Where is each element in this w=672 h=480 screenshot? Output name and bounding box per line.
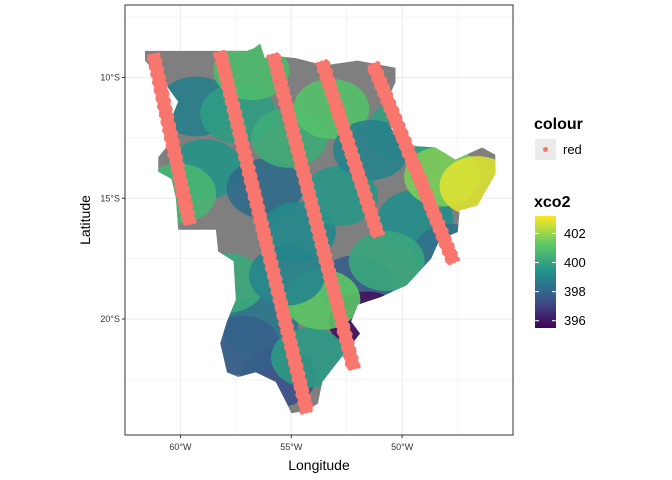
colorbar-tick-label: 396	[564, 313, 586, 328]
x-tick-label: 55°W	[280, 442, 303, 452]
sounding-point	[307, 407, 313, 413]
orbit-tracks	[146, 49, 461, 415]
orbit-track	[315, 59, 385, 239]
x-axis-ticks: 60°W 55°W 50°W	[169, 435, 414, 452]
xco2-patch	[348, 231, 425, 292]
y-axis-title: Latitude	[77, 195, 93, 245]
xco2-colorbar-ticks: 396 398 400 402	[535, 226, 586, 328]
panel-border	[124, 4, 514, 436]
y-tick-label: 20°S	[100, 314, 120, 324]
xco2-patch	[248, 245, 325, 306]
xco2-legend: xco2 396 398 400 402	[534, 194, 586, 328]
sounding-point	[183, 220, 189, 226]
sounding-point	[451, 258, 457, 264]
sounding-point	[303, 408, 309, 414]
orbit-track	[266, 52, 361, 371]
sounding-point	[375, 231, 381, 237]
sounding-point	[379, 230, 385, 236]
sounding-point	[371, 233, 377, 239]
orbit-track	[213, 49, 314, 415]
y-axis-ticks: 10°S 15°S 20°S	[100, 72, 125, 324]
colour-legend-dot	[543, 147, 548, 152]
colour-legend: colour red	[534, 116, 583, 160]
x-tick-label: 50°W	[391, 442, 414, 452]
sounding-point	[351, 364, 357, 370]
x-axis-title: Longitude	[288, 457, 350, 473]
sounding-point	[355, 363, 361, 369]
y-tick-label: 10°S	[100, 72, 120, 82]
sounding-point	[187, 219, 193, 225]
xco2-colorbar	[535, 216, 556, 328]
orbit-track	[146, 52, 197, 226]
colour-legend-title: colour	[534, 116, 583, 133]
xco2-legend-title: xco2	[534, 194, 571, 211]
sounding-point	[447, 259, 453, 266]
colorbar-tick-label: 400	[564, 255, 586, 270]
sounding-point	[299, 409, 305, 415]
xco2-patch	[439, 156, 496, 217]
sounding-point	[347, 365, 353, 371]
colorbar-tick-label: 402	[564, 226, 586, 241]
orbit-track	[367, 61, 461, 266]
sounding-point	[191, 218, 197, 224]
x-tick-label: 60°W	[169, 442, 192, 452]
colorbar-tick-label: 398	[564, 284, 586, 299]
sounding-point	[454, 256, 461, 262]
y-tick-label: 15°S	[100, 193, 120, 203]
colour-legend-label: red	[563, 142, 582, 157]
